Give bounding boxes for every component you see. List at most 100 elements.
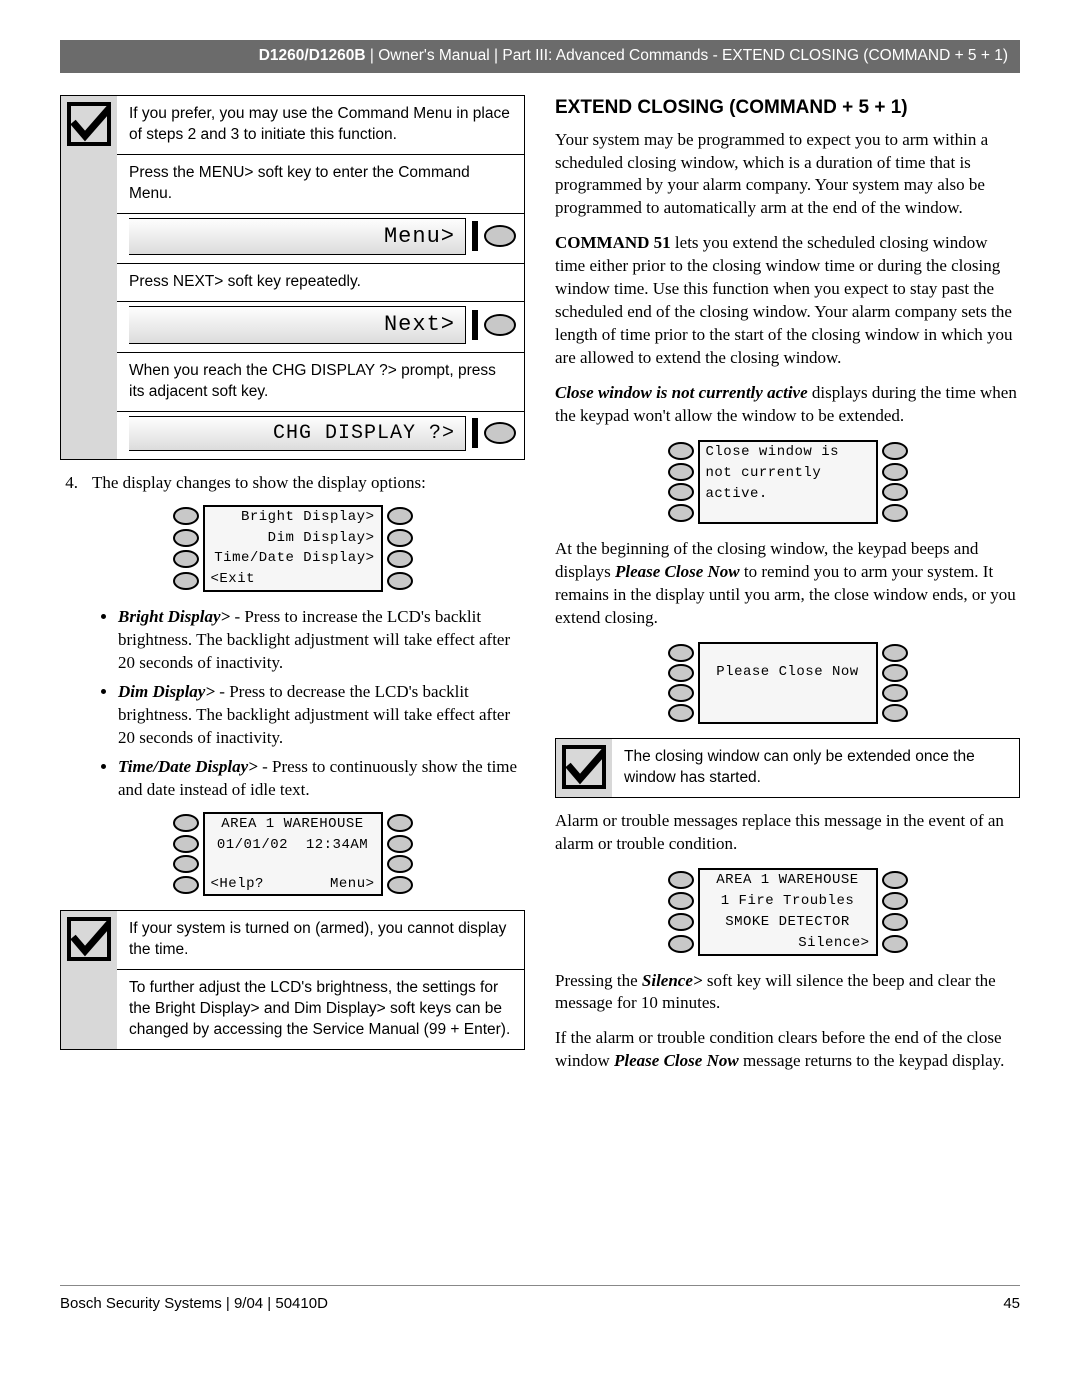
checkmark-icon [61, 96, 117, 459]
header-product: D1260/D1260B [259, 47, 366, 64]
note1-p1: If you prefer, you may use the Command M… [117, 96, 524, 154]
note2-p1: If your system is turned on (armed), you… [117, 911, 524, 969]
keypad-button[interactable] [882, 644, 908, 662]
right-p2: COMMAND 51 lets you extend the scheduled… [555, 232, 1020, 370]
bullet-bright-display: Bright Display> - Press to increase the … [118, 606, 525, 675]
keypad-button[interactable] [668, 442, 694, 460]
note1-p3: Press NEXT> soft key repeatedly. [117, 263, 524, 301]
keypad-please-close-now: Please Close Now [668, 642, 908, 724]
keypad-button[interactable] [173, 529, 199, 547]
softkey-menu-button[interactable] [484, 225, 516, 247]
keypad-button[interactable] [882, 892, 908, 910]
keypad-button[interactable] [387, 529, 413, 547]
note1-p4: When you reach the CHG DISPLAY ?> prompt… [117, 352, 524, 411]
header-manual: Owner's Manual [378, 47, 490, 64]
keypad-button[interactable] [668, 463, 694, 481]
keypad-button[interactable] [173, 814, 199, 832]
keypad-button[interactable] [882, 913, 908, 931]
keypad-close-window-inactive: Close window is not currently active. [668, 440, 908, 525]
keypad-button[interactable] [668, 871, 694, 889]
kp5-line4: Silence> [700, 933, 876, 954]
kp1-line3: Time/Date Display> [205, 548, 381, 569]
bullet-timedate-display: Time/Date Display> - Press to continuous… [118, 756, 525, 802]
softkey-menu-label: Menu> [129, 218, 466, 256]
kp2-line4-right: Menu> [330, 875, 375, 894]
keypad-button[interactable] [173, 855, 199, 873]
kp2-line4-left: <Help? [211, 875, 264, 894]
keypad-button[interactable] [882, 664, 908, 682]
kp5-line1: AREA 1 WAREHOUSE [700, 870, 876, 891]
keypad-button[interactable] [668, 935, 694, 953]
note-box-armed: If your system is turned on (armed), you… [60, 910, 525, 1050]
right-p1: Your system may be programmed to expect … [555, 129, 1020, 221]
keypad-button[interactable] [668, 704, 694, 722]
kp2-line2: 01/01/02 12:34AM [205, 835, 381, 856]
note3-text: The closing window can only be extended … [612, 739, 1019, 797]
keypad-button[interactable] [173, 507, 199, 525]
softkey-next-button[interactable] [484, 314, 516, 336]
page-header-bar: D1260/D1260B | Owner's Manual | Part III… [60, 40, 1020, 73]
right-column: EXTEND CLOSING (COMMAND + 5 + 1) Your sy… [555, 95, 1020, 1085]
keypad-button[interactable] [173, 572, 199, 590]
kp4-line2: Please Close Now [700, 662, 876, 683]
kp1-line4-left: <Exit [211, 570, 256, 589]
softkey-chgdisplay-row: CHG DISPLAY ?> [117, 411, 524, 459]
keypad-button[interactable] [882, 442, 908, 460]
softkey-next-row: Next> [117, 301, 524, 352]
keypad-button[interactable] [882, 504, 908, 522]
keypad-button[interactable] [668, 504, 694, 522]
keypad-button[interactable] [882, 871, 908, 889]
kp1-line1: Bright Display> [205, 507, 381, 528]
note2-p2: To further adjust the LCD's brightness, … [117, 969, 524, 1049]
softkey-chgdisplay-button[interactable] [484, 422, 516, 444]
right-p5: Alarm or trouble messages replace this m… [555, 810, 1020, 856]
checkmark-icon [556, 739, 612, 797]
header-part: Part III: Advanced Commands - EXTEND CLO… [502, 47, 1008, 64]
keypad-button[interactable] [387, 507, 413, 525]
note-box-window-started: The closing window can only be extended … [555, 738, 1020, 798]
softkey-menu-row: Menu> [117, 213, 524, 264]
footer-left: Bosch Security Systems | 9/04 | 50410D [60, 1294, 328, 1314]
step-4: 4. The display changes to show the displ… [60, 472, 525, 495]
keypad-button[interactable] [668, 684, 694, 702]
keypad-button[interactable] [882, 463, 908, 481]
footer-page-number: 45 [1003, 1294, 1020, 1314]
keypad-button[interactable] [668, 913, 694, 931]
softkey-chgdisplay-label: CHG DISPLAY ?> [129, 416, 466, 451]
kp3-line2: not currently [700, 463, 876, 484]
note-box-command-menu: If you prefer, you may use the Command M… [60, 95, 525, 460]
right-p7: If the alarm or trouble condition clears… [555, 1027, 1020, 1073]
right-p6: Pressing the Silence> soft key will sile… [555, 970, 1020, 1016]
keypad-button[interactable] [173, 550, 199, 568]
kp5-line2: 1 Fire Troubles [700, 891, 876, 912]
keypad-fire-trouble: AREA 1 WAREHOUSE 1 Fire Troubles SMOKE D… [668, 868, 908, 956]
keypad-display-options: Bright Display> Dim Display> Time/Date D… [173, 505, 413, 593]
keypad-button[interactable] [668, 483, 694, 501]
keypad-button[interactable] [882, 935, 908, 953]
right-p3: Close window is not currently active dis… [555, 382, 1020, 428]
keypad-button[interactable] [173, 876, 199, 894]
keypad-button[interactable] [173, 835, 199, 853]
display-option-bullets: Bright Display> - Press to increase the … [60, 606, 525, 802]
keypad-button[interactable] [668, 892, 694, 910]
kp5-line3: SMOKE DETECTOR [700, 912, 876, 933]
checkmark-icon [61, 911, 117, 1049]
keypad-button[interactable] [387, 572, 413, 590]
keypad-button[interactable] [387, 814, 413, 832]
two-column-layout: If you prefer, you may use the Command M… [60, 95, 1020, 1085]
keypad-button[interactable] [668, 644, 694, 662]
keypad-button[interactable] [882, 704, 908, 722]
page-footer: Bosch Security Systems | 9/04 | 50410D 4… [60, 1285, 1020, 1314]
keypad-button[interactable] [882, 483, 908, 501]
left-column: If you prefer, you may use the Command M… [60, 95, 525, 1085]
keypad-timedate: AREA 1 WAREHOUSE 01/01/02 12:34AM <Help?… [173, 812, 413, 897]
keypad-button[interactable] [387, 876, 413, 894]
kp3-line3: active. [700, 484, 876, 505]
keypad-button[interactable] [882, 684, 908, 702]
keypad-button[interactable] [387, 855, 413, 873]
keypad-button[interactable] [387, 550, 413, 568]
keypad-button[interactable] [387, 835, 413, 853]
keypad-button[interactable] [668, 664, 694, 682]
right-p4: At the beginning of the closing window, … [555, 538, 1020, 630]
kp2-line1: AREA 1 WAREHOUSE [205, 814, 381, 835]
